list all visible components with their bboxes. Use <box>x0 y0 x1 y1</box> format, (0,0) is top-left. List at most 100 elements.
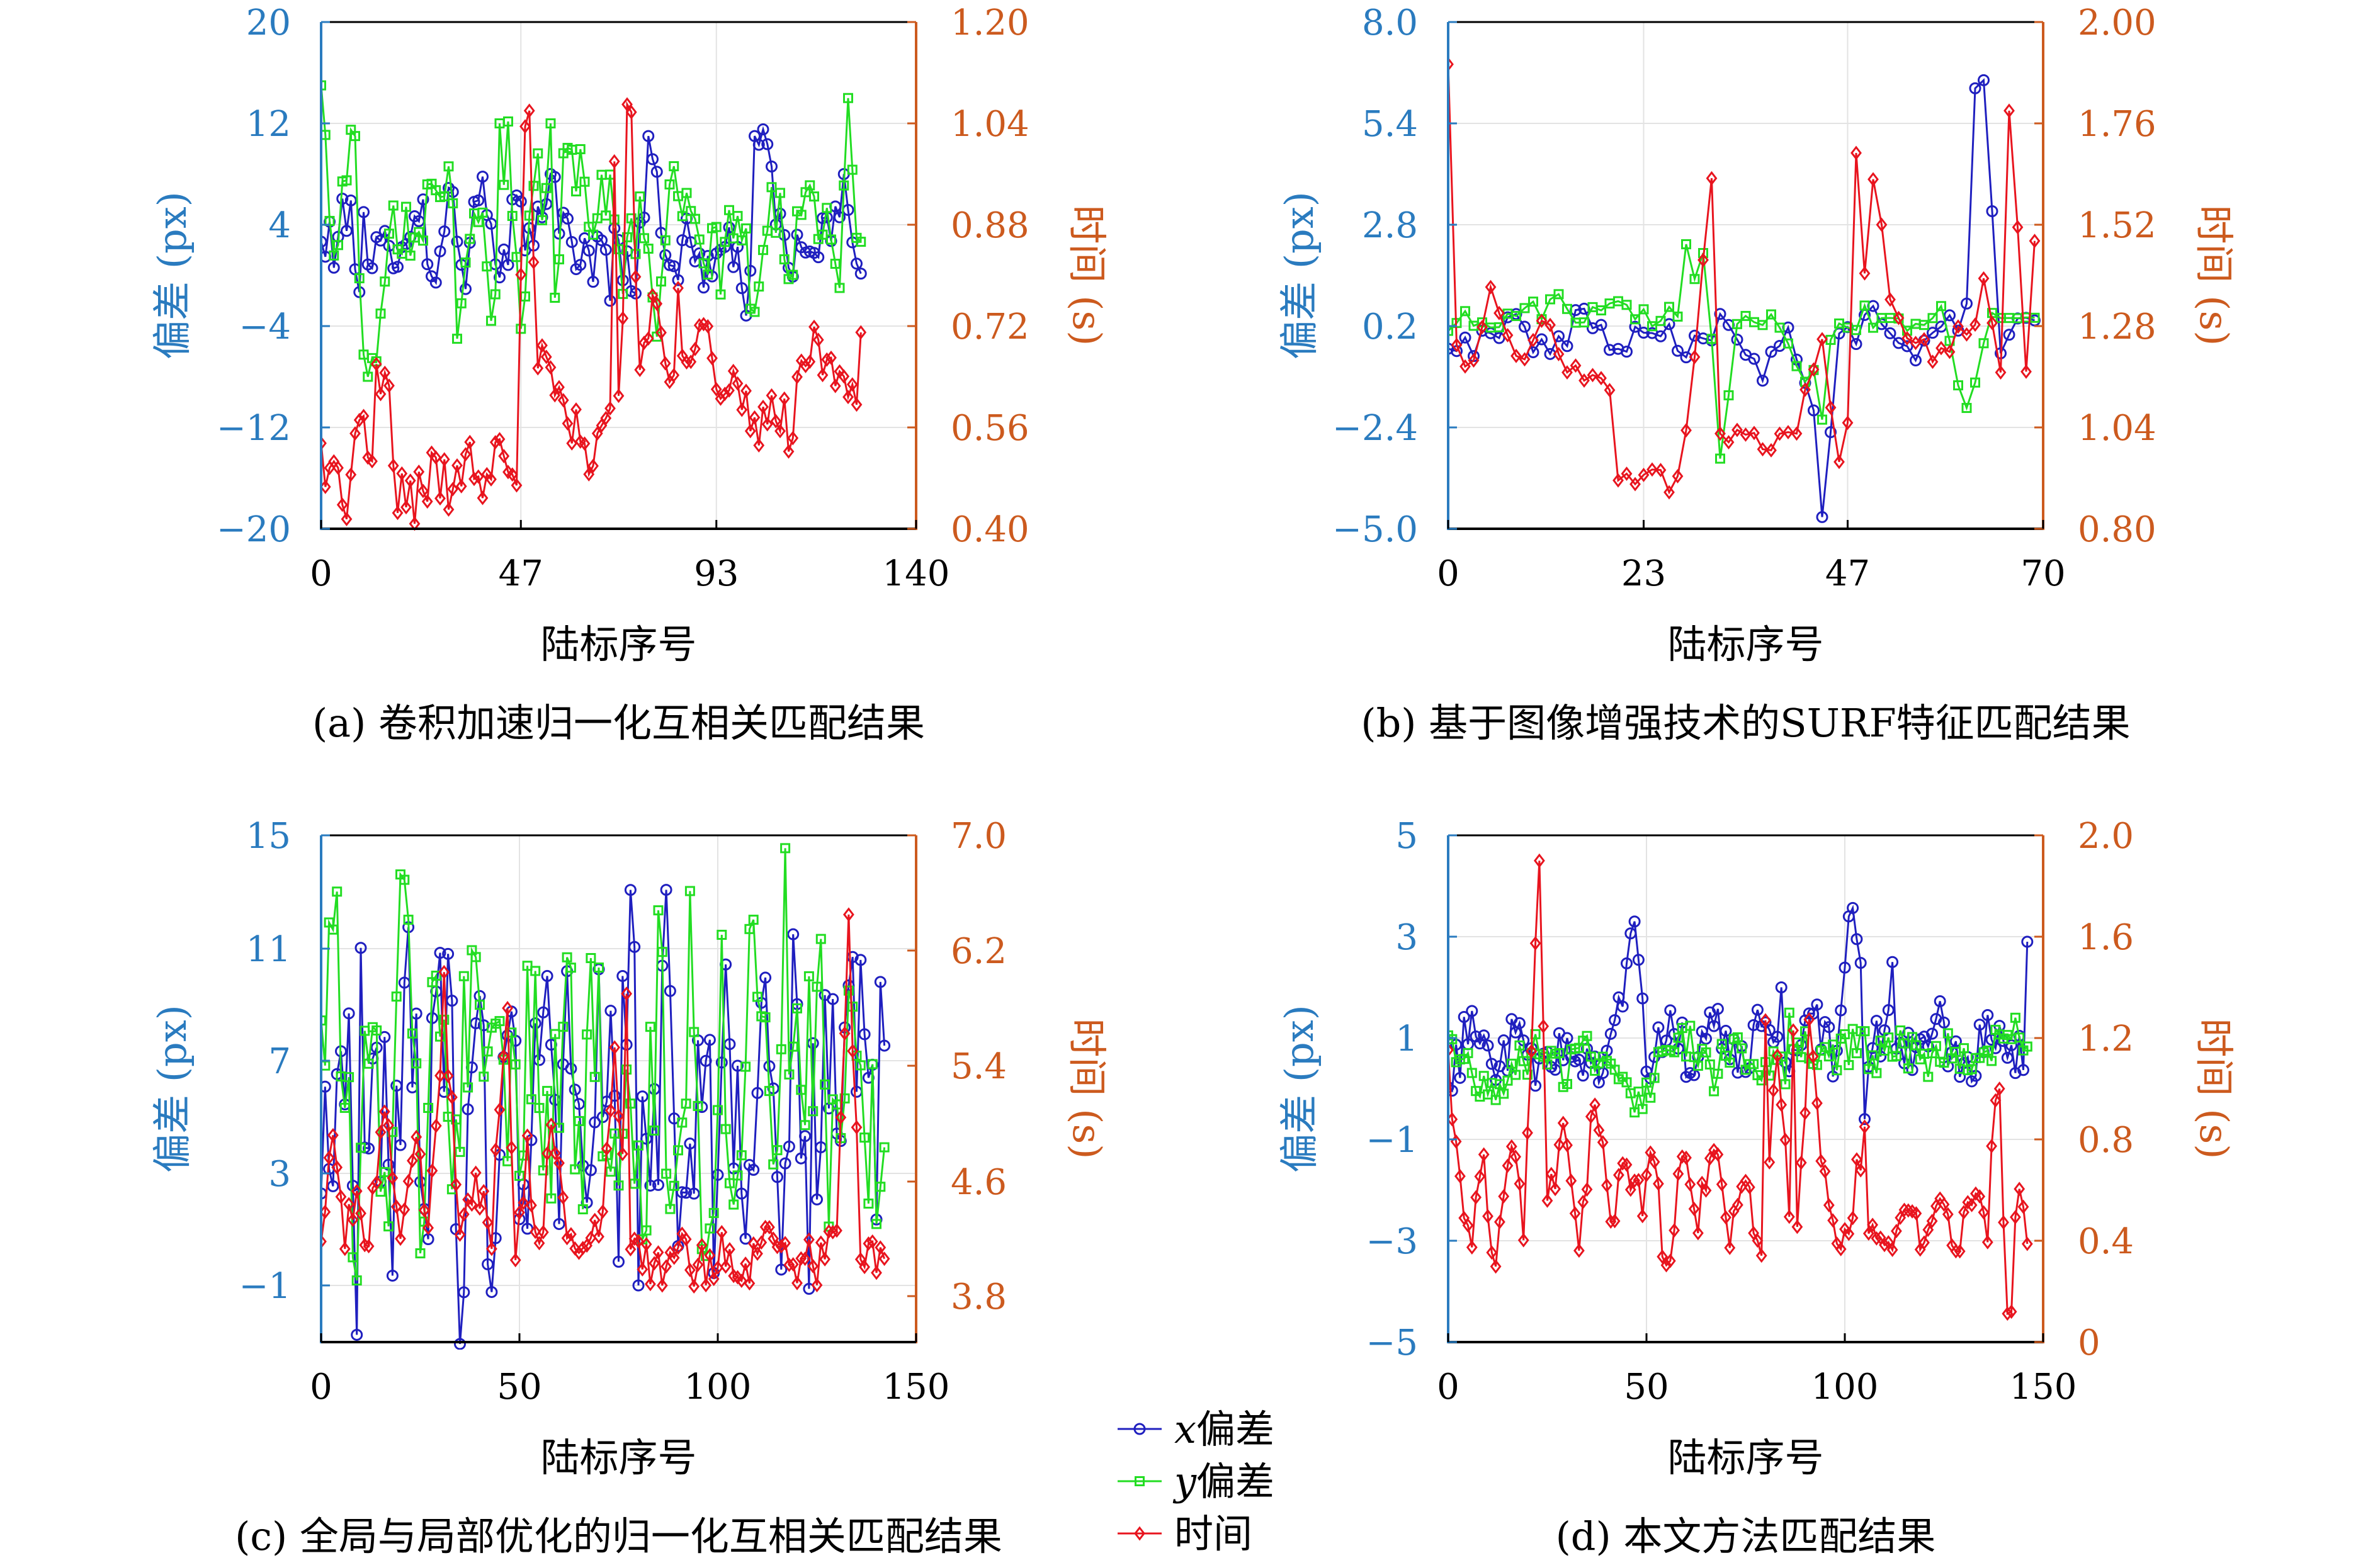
data-point <box>811 1193 823 1205</box>
data-point <box>1927 327 1939 339</box>
data-point <box>1714 426 1726 441</box>
data-point <box>1664 1253 1676 1268</box>
data-point <box>692 1257 704 1272</box>
tick-label-left: 15 <box>246 816 291 857</box>
data-point <box>1882 1004 1895 1017</box>
data-point <box>1573 1243 1585 1258</box>
data-point <box>1638 304 1649 315</box>
series-y-offset-b <box>1448 239 2040 464</box>
data-point <box>1448 325 1453 336</box>
data-point <box>566 436 578 451</box>
data-point <box>1751 1003 1764 1016</box>
data-point <box>399 874 410 885</box>
data-point <box>1709 1086 1720 1097</box>
data-point <box>649 1125 660 1136</box>
data-point <box>536 338 548 353</box>
data-point <box>321 436 327 451</box>
data-point <box>1720 1025 1732 1037</box>
data-point <box>1604 1027 1617 1040</box>
data-point <box>795 1152 807 1165</box>
data-point <box>1514 1040 1525 1051</box>
x-axis-label: 陆标序号 <box>1667 621 1823 667</box>
data-point <box>1731 333 1743 346</box>
x-axis-label: 陆标序号 <box>540 621 696 667</box>
data-point <box>752 1246 763 1261</box>
tick-label-right: 5.4 <box>951 1046 1007 1087</box>
data-point <box>1986 1139 1998 1154</box>
data-point <box>808 1106 819 1117</box>
data-point <box>418 235 428 246</box>
data-point <box>604 1103 616 1118</box>
tick-label-right: 0.80 <box>2078 509 2156 550</box>
data-point <box>1774 426 1786 441</box>
data-point <box>490 1143 502 1158</box>
data-point <box>628 940 641 953</box>
data-point <box>878 1039 891 1052</box>
data-point <box>1458 1011 1470 1024</box>
data-point <box>351 1328 363 1341</box>
data-point <box>667 260 680 273</box>
data-point <box>417 193 429 206</box>
series-line <box>1448 861 2029 1316</box>
data-point <box>2005 1304 2017 1319</box>
data-point <box>815 1235 827 1250</box>
data-point <box>1899 1038 1910 1049</box>
tick-label-right: 0.8 <box>2078 1120 2134 1161</box>
data-point <box>684 1137 696 1150</box>
tick-label-right: 6.2 <box>951 931 1007 972</box>
data-point <box>1879 1238 1890 1253</box>
data-point <box>1570 358 1582 373</box>
data-point <box>1700 1183 1712 1198</box>
data-point <box>879 1142 890 1153</box>
data-point <box>791 229 803 241</box>
data-point <box>1510 1149 1522 1165</box>
tick-label-left: 1 <box>1395 1019 1418 1059</box>
data-point <box>475 1000 485 1010</box>
tick-label-left: 12 <box>246 104 291 145</box>
data-point <box>528 255 540 269</box>
data-point <box>708 1272 720 1287</box>
data-point <box>673 1145 683 1156</box>
data-point <box>1672 311 1683 322</box>
data-point <box>323 1150 335 1165</box>
data-point <box>1901 330 1913 346</box>
data-point <box>669 1180 679 1191</box>
data-point <box>669 161 679 172</box>
data-point <box>655 325 667 340</box>
data-point <box>477 171 489 183</box>
data-point <box>1938 1197 1950 1212</box>
data-point <box>1621 1077 1632 1088</box>
data-point <box>378 1030 391 1043</box>
data-point <box>635 191 645 202</box>
data-point <box>1765 346 1777 358</box>
data-point <box>553 1217 565 1230</box>
data-point <box>321 235 327 248</box>
data-point <box>485 1285 498 1298</box>
tick-label-left: −5 <box>1366 1323 1418 1363</box>
data-point <box>2014 1182 2026 1197</box>
data-point <box>1867 1217 1879 1233</box>
data-point <box>1596 305 1606 316</box>
data-point <box>387 1170 399 1185</box>
plot-area <box>1448 853 2034 1321</box>
series-time-c <box>321 907 890 1294</box>
data-point <box>343 1197 355 1212</box>
data-point <box>1553 289 1564 300</box>
data-point <box>1681 239 1691 249</box>
data-point <box>1817 414 1827 425</box>
data-point <box>1851 1048 1862 1059</box>
data-point <box>435 1031 445 1042</box>
data-point <box>639 233 649 244</box>
data-point <box>1918 1235 1930 1250</box>
data-point <box>518 1150 529 1161</box>
data-point <box>478 1183 490 1199</box>
data-point <box>621 97 633 112</box>
data-point <box>562 952 572 962</box>
data-point <box>349 426 361 441</box>
data-point <box>720 1124 731 1134</box>
data-point <box>1986 205 1998 217</box>
data-point <box>825 350 837 365</box>
data-point <box>763 1060 776 1073</box>
data-point <box>1771 1030 1784 1043</box>
data-point <box>1502 1075 1513 1086</box>
